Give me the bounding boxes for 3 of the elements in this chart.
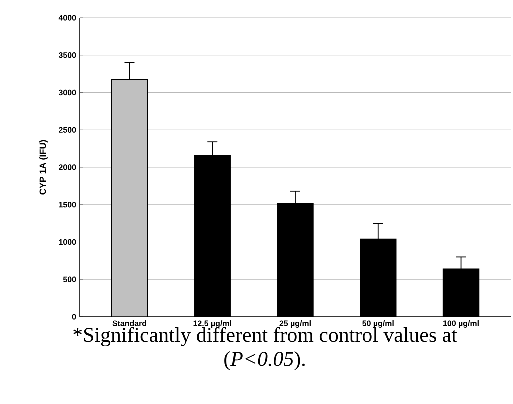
- text: (P<0.05).: [224, 351, 305, 370]
- y-axis-title: CYP 1A (IFU): [40, 140, 48, 195]
- text: *Significantly different from control values at: [74, 327, 458, 347]
